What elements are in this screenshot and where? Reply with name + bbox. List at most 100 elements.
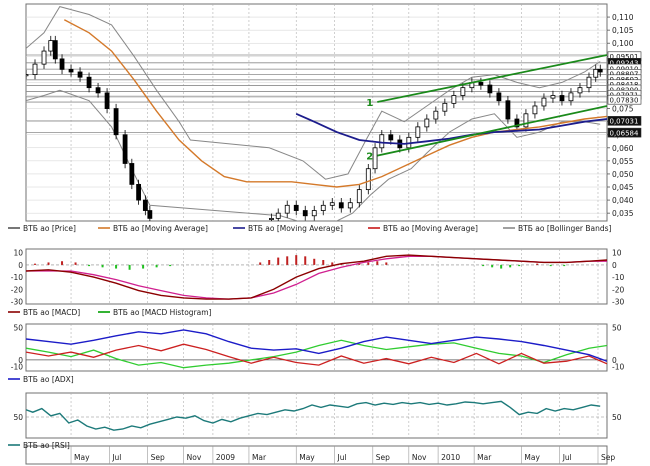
price-candle-12 bbox=[122, 134, 128, 164]
price-box-10 bbox=[607, 127, 642, 138]
price-candle-50 bbox=[559, 95, 565, 102]
rsi-ytick-left-0: 50 bbox=[13, 413, 23, 422]
price-candle-36 bbox=[433, 110, 439, 120]
price-ytick-label-0: 0,110 bbox=[612, 13, 634, 22]
rsi-series-group bbox=[26, 400, 607, 431]
macd-ytick-right-1: 0 bbox=[612, 261, 617, 270]
adx-ytick-left-2: -10 bbox=[11, 362, 23, 371]
x-axis-label-7: Jul bbox=[337, 453, 347, 462]
price-candle-47 bbox=[532, 105, 538, 115]
price-candle-10 bbox=[104, 92, 110, 109]
macd-ytick-left-4: -30 bbox=[11, 298, 23, 307]
legend-label-macd-0: ВТБ ао [MACD] bbox=[23, 308, 80, 317]
price-ytick-label-7: 0,075 bbox=[612, 105, 634, 114]
price-ytick-label-1: 0,105 bbox=[612, 26, 634, 35]
price-box-9 bbox=[607, 116, 642, 126]
adx-ytick-right-1: 0 bbox=[612, 356, 617, 365]
macd-ytick-left-3: -20 bbox=[11, 285, 23, 294]
price-candle-9 bbox=[95, 87, 101, 94]
panel-frame-macd bbox=[25, 248, 608, 305]
price-candle-1 bbox=[32, 63, 38, 75]
price-box-8 bbox=[607, 94, 642, 105]
legend-label-price-1: ВТБ ао [Moving Average] bbox=[113, 224, 208, 233]
price-candle-30 bbox=[379, 134, 385, 149]
price-candle-26 bbox=[347, 202, 353, 209]
legend-label-price-0: ВТБ ао [Price] bbox=[23, 224, 76, 233]
x-axis-label-5: Mar bbox=[252, 453, 267, 462]
price-ytick-label-11: 0,055 bbox=[612, 157, 634, 166]
price-box-label-0: 0,09501 bbox=[610, 53, 639, 61]
price-candle-46 bbox=[523, 113, 529, 128]
legend-label-macd-1: ВТБ ао [MACD Histogram] bbox=[113, 308, 212, 317]
legend-label-adx-0: ВТБ ао [ADX] bbox=[23, 375, 74, 384]
series-layer: 12 bbox=[26, 6, 607, 431]
panel-frame-adx bbox=[25, 323, 608, 372]
x-axis-label-11: Mar bbox=[477, 453, 492, 462]
price-candle-52 bbox=[577, 87, 583, 94]
price-box-label-9: 0,07031 bbox=[610, 118, 639, 126]
macd-ytick-right-3: -20 bbox=[612, 285, 624, 294]
price-candle-23 bbox=[320, 204, 326, 211]
price-candle-7 bbox=[77, 71, 83, 78]
price-series-group: 12 bbox=[26, 6, 607, 221]
price-candle-0 bbox=[26, 74, 29, 77]
x-axis-label-3: Nov bbox=[187, 453, 202, 462]
moving-average-blue-line bbox=[295, 112, 607, 145]
price-candle-34 bbox=[415, 126, 421, 138]
macd-ytick-left-0: 10 bbox=[13, 249, 23, 258]
adx-plus-di-line bbox=[26, 339, 607, 369]
price-candle-37 bbox=[442, 102, 448, 112]
legend-label-price-4: ВТБ ао [Bollinger Bands] bbox=[518, 224, 611, 233]
x-axis-label-4: 2009 bbox=[216, 453, 235, 462]
price-candle-41 bbox=[478, 82, 484, 86]
macd-ytick-right-2: -10 bbox=[612, 273, 624, 282]
price-ytick-label-2: 0,100 bbox=[612, 39, 634, 48]
adx-line bbox=[26, 329, 607, 362]
price-candle-15 bbox=[142, 199, 148, 211]
price-candle-22 bbox=[311, 210, 317, 217]
macd-ytick-right-0: 10 bbox=[612, 249, 622, 258]
price-candle-3 bbox=[48, 40, 54, 52]
price-ytick-label-10: 0,060 bbox=[612, 144, 634, 153]
price-candle-25 bbox=[338, 202, 344, 209]
adx-ytick-left-0: 50 bbox=[13, 323, 23, 332]
macd-line bbox=[26, 254, 607, 300]
rsi-ytick-right-0: 50 bbox=[612, 413, 622, 422]
bollinger-upper-line bbox=[26, 6, 601, 180]
price-candle-21 bbox=[302, 210, 308, 217]
moving-average-orange-line bbox=[63, 19, 607, 188]
trend-line-2 bbox=[377, 105, 607, 157]
price-candle-35 bbox=[424, 118, 430, 128]
price-ytick-label-14: 0,040 bbox=[612, 196, 634, 205]
price-candle-51 bbox=[568, 92, 574, 102]
adx-ytick-left-1: 0 bbox=[18, 356, 23, 365]
price-candle-44 bbox=[505, 100, 511, 120]
adx-ytick-right-2: -10 bbox=[612, 362, 624, 371]
price-candle-13 bbox=[129, 163, 135, 185]
price-box-label-1: 0,09243 bbox=[610, 60, 639, 68]
macd-ytick-right-4: -30 bbox=[612, 298, 624, 307]
adx-ytick-right-0: 50 bbox=[612, 323, 622, 332]
rsi-line bbox=[26, 400, 601, 431]
price-candle-27 bbox=[356, 189, 362, 204]
x-axis-label-10: 2010 bbox=[441, 453, 460, 462]
price-candle-14 bbox=[136, 183, 141, 201]
macd-series-group bbox=[26, 254, 607, 300]
price-candle-29 bbox=[372, 147, 378, 170]
price-candle-53 bbox=[586, 76, 592, 89]
price-candle-4 bbox=[52, 40, 58, 60]
price-candle-42 bbox=[487, 84, 493, 94]
price-candle-2 bbox=[41, 50, 47, 65]
trend-line-label-2: 2 bbox=[366, 152, 373, 163]
price-candle-39 bbox=[460, 87, 466, 96]
x-axis-label-13: Jul bbox=[562, 453, 572, 462]
price-ytick-label-13: 0,045 bbox=[612, 183, 634, 192]
price-candle-24 bbox=[329, 202, 335, 206]
price-candle-45 bbox=[514, 118, 520, 128]
adx-series-group bbox=[26, 329, 607, 369]
price-candle-48 bbox=[541, 97, 547, 107]
x-axis-label-0: May bbox=[74, 453, 90, 462]
price-box-label-8: 0,07830 bbox=[610, 96, 639, 104]
legend-label-price-2: ВТБ ао [Moving Average] bbox=[248, 224, 343, 233]
